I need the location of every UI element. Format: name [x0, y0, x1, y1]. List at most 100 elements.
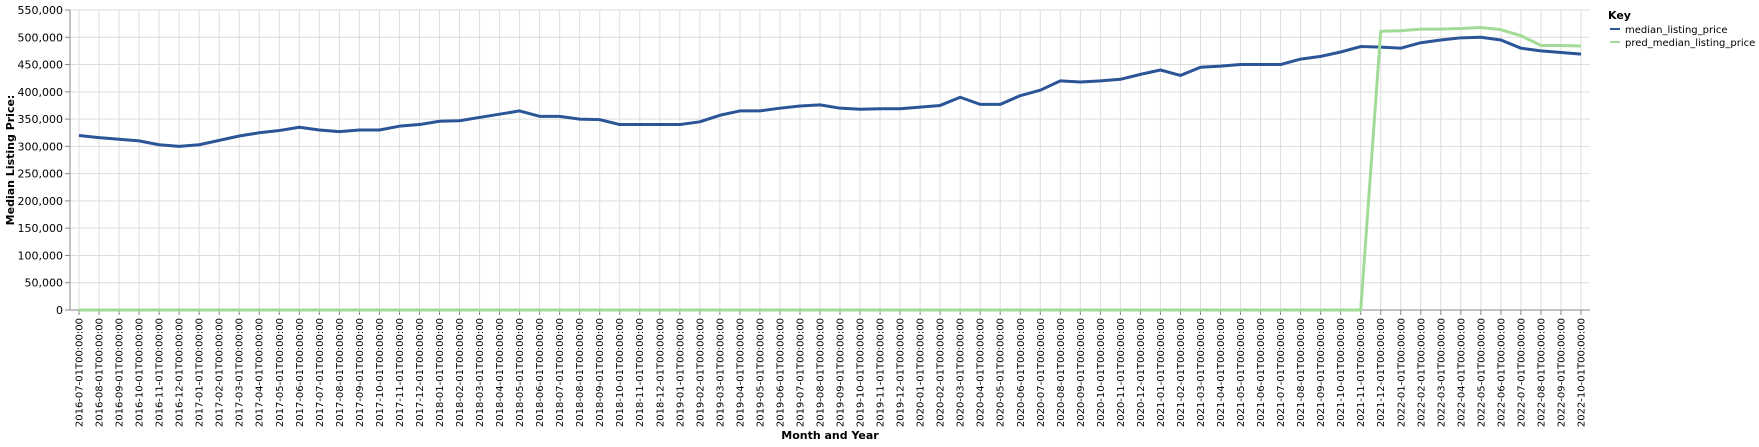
series-lines — [78, 25, 1582, 312]
y-tick-label: 350,000 — [18, 113, 64, 126]
x-tick-label: 2019-01-01T00:00:00 — [675, 318, 686, 427]
x-tick-label: 2019-10-01T00:00:00 — [856, 318, 867, 427]
y-tick-label: 50,000 — [25, 277, 64, 290]
x-tick-label: 2019-11-01T00:00:00 — [876, 318, 887, 427]
x-tick-label: 2016-07-01T00:00:00 — [75, 318, 86, 427]
x-tick-label: 2019-08-01T00:00:00 — [815, 318, 826, 427]
y-tick-label: 200,000 — [18, 195, 64, 208]
x-tick-label: 2020-11-01T00:00:00 — [1116, 318, 1127, 427]
x-tick-label: 2018-10-01T00:00:00 — [615, 318, 626, 427]
y-axis-ticks: 0 50,000 100,000 150,000 200,000 250,000 300,0… — [18, 4, 70, 317]
x-tick-label: 2022-04-01T00:00:00 — [1456, 318, 1467, 427]
x-tick-label: 2017-12-01T00:00:00 — [415, 318, 426, 427]
x-tick-label: 2020-09-01T00:00:00 — [1076, 318, 1087, 427]
x-tick-label: 2021-08-01T00:00:00 — [1296, 318, 1307, 427]
x-tick-label: 2019-04-01T00:00:00 — [735, 318, 746, 427]
x-tick-label: 2018-07-01T00:00:00 — [555, 318, 566, 427]
x-tick-label: 2016-10-01T00:00:00 — [135, 318, 146, 427]
x-tick-label: 2018-02-01T00:00:00 — [455, 318, 466, 427]
x-tick-label: 2020-06-01T00:00:00 — [1016, 318, 1027, 427]
x-tick-label: 2021-06-01T00:00:00 — [1256, 318, 1267, 427]
x-tick-label: 2018-03-01T00:00:00 — [475, 318, 486, 427]
x-tick-label: 2017-07-01T00:00:00 — [315, 318, 326, 427]
y-tick-label: 300,000 — [18, 140, 64, 153]
x-tick-label: 2016-12-01T00:00:00 — [175, 318, 186, 427]
y-tick-label: 0 — [56, 304, 63, 317]
y-tick-label: 550,000 — [18, 4, 64, 17]
y-tick-label: 150,000 — [18, 222, 64, 235]
x-tick-label: 2019-12-01T00:00:00 — [896, 318, 907, 427]
x-tick-label: 2016-08-01T00:00:00 — [95, 318, 106, 427]
legend-title: Key — [1608, 9, 1631, 22]
x-tick-label: 2020-03-01T00:00:00 — [956, 318, 967, 427]
x-tick-label: 2021-04-01T00:00:00 — [1216, 318, 1227, 427]
x-tick-label: 2016-09-01T00:00:00 — [115, 318, 126, 427]
x-tick-label: 2021-12-01T00:00:00 — [1376, 318, 1387, 427]
series-line-median_listing_price — [78, 35, 1582, 148]
gridlines — [70, 9, 1590, 311]
y-tick-label: 250,000 — [18, 168, 64, 181]
x-tick-label: 2021-02-01T00:00:00 — [1176, 318, 1187, 427]
x-tick-label: 2018-08-01T00:00:00 — [575, 318, 586, 427]
x-tick-label: 2019-09-01T00:00:00 — [836, 318, 847, 427]
x-tick-label: 2020-05-01T00:00:00 — [996, 318, 1007, 427]
x-tick-label: 2017-05-01T00:00:00 — [275, 318, 286, 427]
x-tick-label: 2020-12-01T00:00:00 — [1136, 318, 1147, 427]
x-tick-label: 2022-06-01T00:00:00 — [1496, 318, 1507, 427]
x-tick-label: 2022-02-01T00:00:00 — [1416, 318, 1427, 427]
x-tick-label: 2022-08-01T00:00:00 — [1536, 318, 1547, 427]
x-axis-ticks: 2016-07-01T00:00:00 2016-08-01T00:00:00 20… — [75, 310, 1588, 427]
x-tick-label: 2018-05-01T00:00:00 — [515, 318, 526, 427]
y-tick-label: 400,000 — [18, 86, 64, 99]
x-tick-label: 2020-07-01T00:00:00 — [1036, 318, 1047, 427]
x-tick-label: 2021-01-01T00:00:00 — [1156, 318, 1167, 427]
x-tick-label: 2021-05-01T00:00:00 — [1236, 318, 1247, 427]
x-tick-label: 2017-09-01T00:00:00 — [355, 318, 366, 427]
y-axis-title: Median Listing Price: — [4, 95, 17, 226]
x-tick-label: 2019-02-01T00:00:00 — [695, 318, 706, 427]
x-tick-label: 2017-11-01T00:00:00 — [395, 318, 406, 427]
x-tick-label: 2018-09-01T00:00:00 — [595, 318, 606, 427]
x-tick-label: 2022-07-01T00:00:00 — [1516, 318, 1527, 427]
x-tick-label: 2018-04-01T00:00:00 — [495, 318, 506, 427]
x-tick-label: 2017-06-01T00:00:00 — [295, 318, 306, 427]
x-tick-label: 2022-10-01T00:00:00 — [1577, 318, 1588, 427]
legend: Key median_listing_price pred_median_list… — [1608, 9, 1755, 49]
x-tick-label: 2020-10-01T00:00:00 — [1096, 318, 1107, 427]
x-tick-label: 2021-10-01T00:00:00 — [1336, 318, 1347, 427]
x-tick-label: 2017-04-01T00:00:00 — [255, 318, 266, 427]
x-tick-label: 2018-06-01T00:00:00 — [535, 318, 546, 427]
x-tick-label: 2022-05-01T00:00:00 — [1476, 318, 1487, 427]
x-tick-label: 2018-12-01T00:00:00 — [655, 318, 666, 427]
x-tick-label: 2021-11-01T00:00:00 — [1356, 318, 1367, 427]
x-tick-label: 2021-07-01T00:00:00 — [1276, 318, 1287, 427]
x-tick-label: 2016-11-01T00:00:00 — [155, 318, 166, 427]
y-tick-label: 500,000 — [18, 31, 64, 44]
x-tick-label: 2022-09-01T00:00:00 — [1556, 318, 1567, 427]
x-tick-label: 2017-02-01T00:00:00 — [215, 318, 226, 427]
y-tick-label: 450,000 — [18, 59, 64, 72]
axes — [69, 10, 1590, 311]
x-tick-label: 2020-02-01T00:00:00 — [936, 318, 947, 427]
x-tick-label: 2018-11-01T00:00:00 — [635, 318, 646, 427]
x-tick-label: 2021-09-01T00:00:00 — [1316, 318, 1327, 427]
y-tick-label: 100,000 — [18, 249, 64, 262]
x-tick-label: 2019-06-01T00:00:00 — [775, 318, 786, 427]
x-tick-label: 2022-03-01T00:00:00 — [1436, 318, 1447, 427]
x-tick-label: 2017-10-01T00:00:00 — [375, 318, 386, 427]
x-tick-label: 2017-01-01T00:00:00 — [195, 318, 206, 427]
legend-label: median_listing_price — [1625, 25, 1728, 36]
x-tick-label: 2020-08-01T00:00:00 — [1056, 318, 1067, 427]
series-line-pred_median_listing_price — [79, 25, 1582, 312]
x-tick-label: 2022-01-01T00:00:00 — [1396, 318, 1407, 427]
legend-label: pred_median_listing_price — [1625, 38, 1755, 49]
x-axis-title: Month and Year — [781, 429, 879, 442]
x-tick-label: 2019-07-01T00:00:00 — [795, 318, 806, 427]
x-tick-label: 2021-03-01T00:00:00 — [1196, 318, 1207, 427]
x-tick-label: 2020-04-01T00:00:00 — [976, 318, 987, 427]
x-tick-label: 2017-08-01T00:00:00 — [335, 318, 346, 427]
x-tick-label: 2018-01-01T00:00:00 — [435, 318, 446, 427]
x-tick-label: 2017-03-01T00:00:00 — [235, 318, 246, 427]
x-tick-label: 2020-01-01T00:00:00 — [916, 318, 927, 427]
